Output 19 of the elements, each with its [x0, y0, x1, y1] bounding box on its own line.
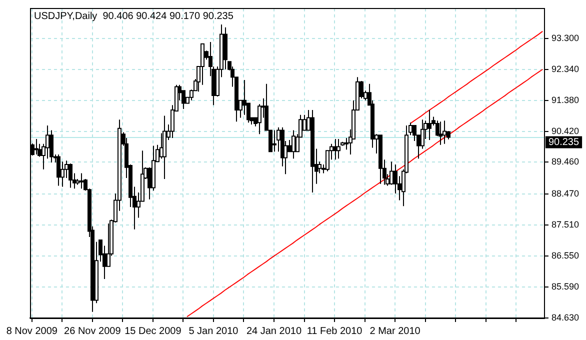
y-tick-label: 85.590 — [551, 282, 580, 292]
x-tick-label: 26 Nov 2009 — [64, 326, 122, 337]
x-tick-label: 2 Mar 2010 — [370, 326, 421, 337]
x-tick-label: 24 Jan 2010 — [246, 326, 302, 337]
x-tick-label: 11 Feb 2010 — [306, 326, 363, 337]
y-tick-label: 88.470 — [551, 188, 580, 199]
chart-title: USDJPY,Daily 90.406 90.424 90.170 90.235 — [34, 11, 234, 22]
x-tick-label: 8 Nov 2009 — [6, 326, 58, 337]
x-tick-label: 15 Dec 2009 — [124, 326, 182, 337]
y-tick-label: 91.380 — [551, 94, 580, 105]
y-tick-label: 87.510 — [551, 220, 580, 230]
y-tick-label: 84.630 — [551, 312, 580, 322]
x-tick-label: 5 Jan 2010 — [188, 326, 239, 337]
y-tick-label: 89.460 — [551, 156, 580, 167]
y-tick-label: 90.420 — [551, 126, 580, 136]
y-tick-label: 86.550 — [551, 250, 580, 261]
ref-line-label: 90.235 — [548, 136, 580, 148]
y-tick-label: 92.340 — [551, 64, 580, 74]
y-tick-label: 93.300 — [551, 32, 580, 43]
